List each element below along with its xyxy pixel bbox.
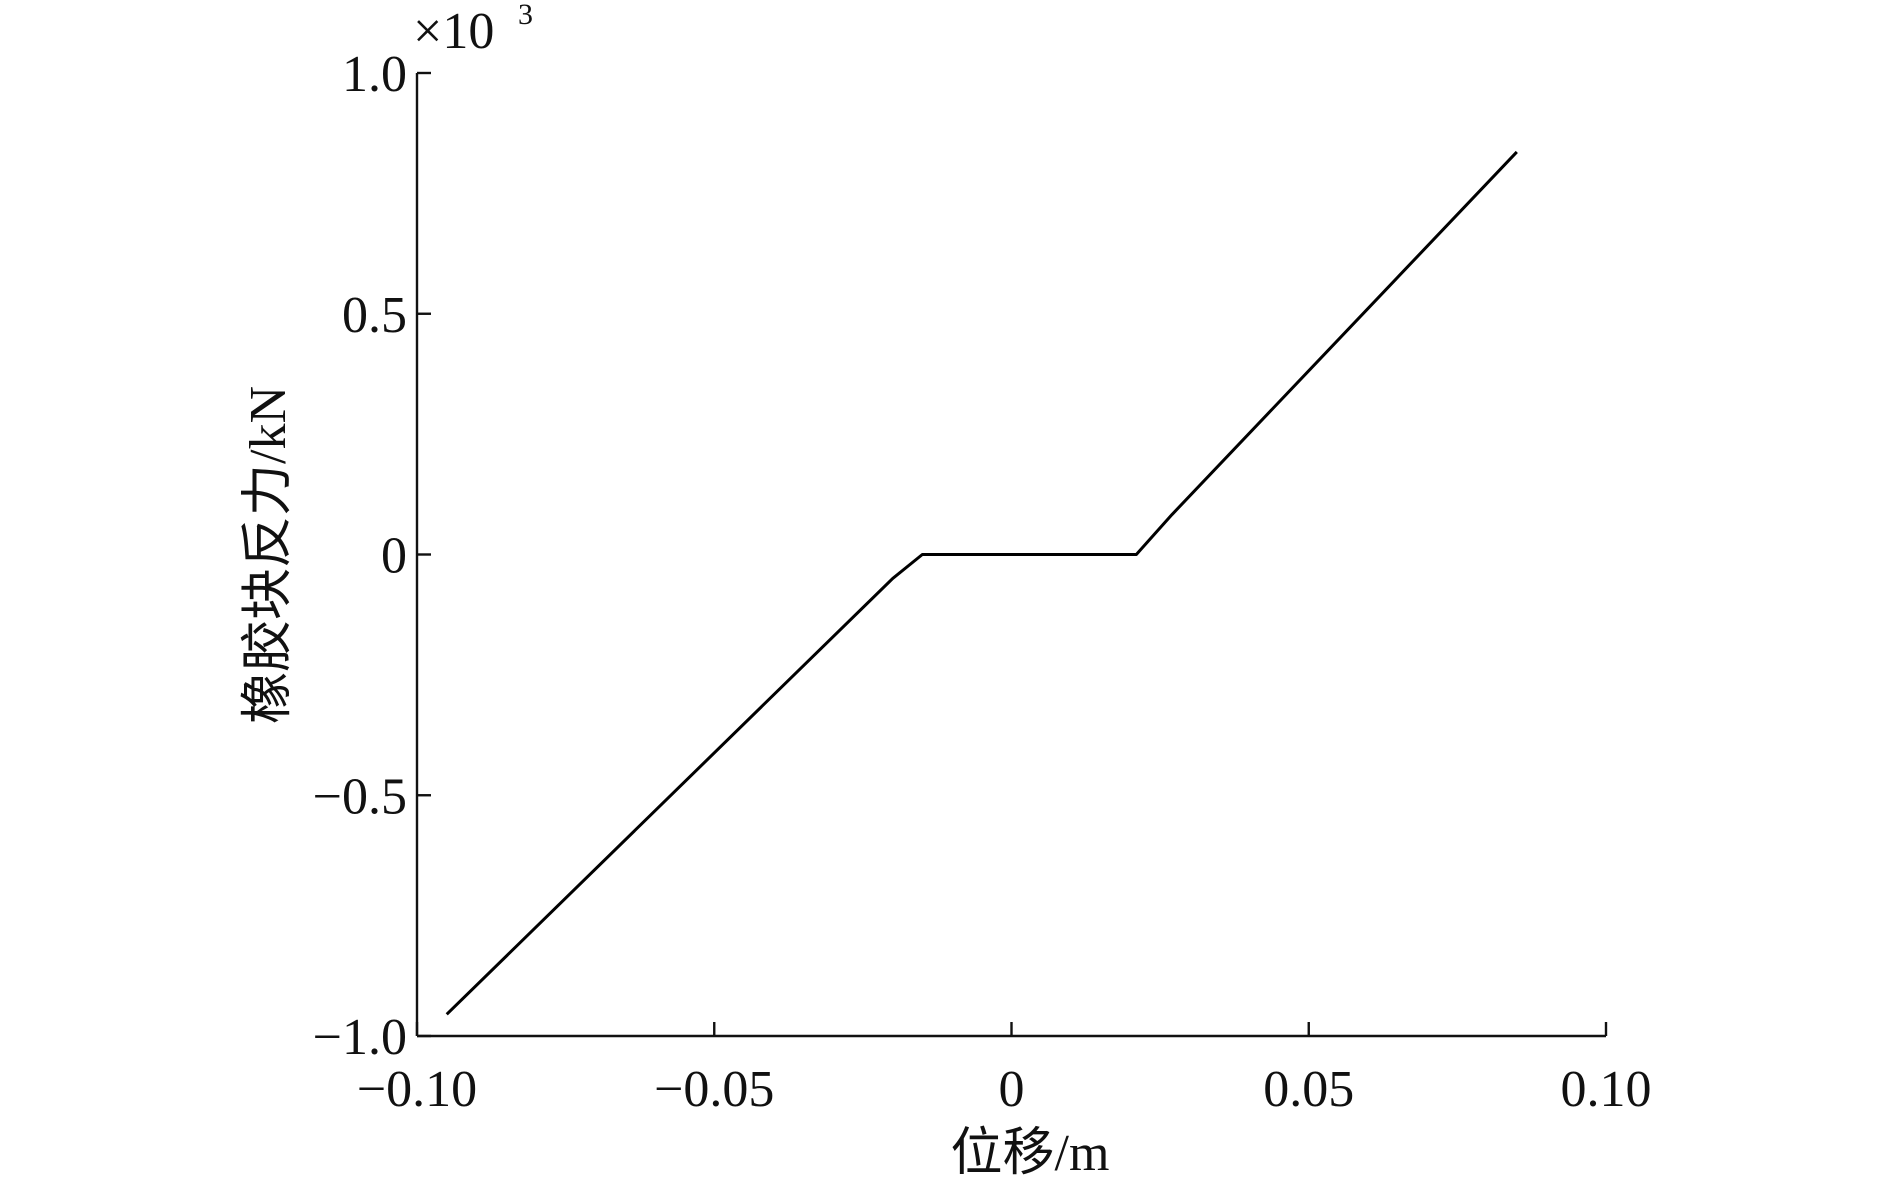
y-tick-label: −0.5: [313, 768, 407, 825]
y-tick-label: −1.0: [313, 1009, 407, 1066]
x-tick-label: 0.10: [1561, 1061, 1652, 1118]
line-series: [445, 150, 1518, 1016]
y-multiplier: ×10: [413, 3, 494, 60]
x-tick-label: −0.05: [654, 1061, 774, 1118]
x-axis-label: 位移/m: [951, 1125, 1110, 1182]
y-axis-label: 橡胶块反力/kN: [240, 386, 297, 724]
y-multiplier-exponent: 3: [518, 0, 533, 31]
x-tick-label: 0: [999, 1061, 1025, 1118]
y-tick-label: 0: [381, 528, 407, 585]
x-tick-label: −0.10: [357, 1061, 477, 1118]
y-tick-label: 1.0: [342, 46, 407, 103]
y-tick-label: 0.5: [342, 287, 407, 344]
x-tick-label: 0.05: [1263, 1061, 1354, 1118]
